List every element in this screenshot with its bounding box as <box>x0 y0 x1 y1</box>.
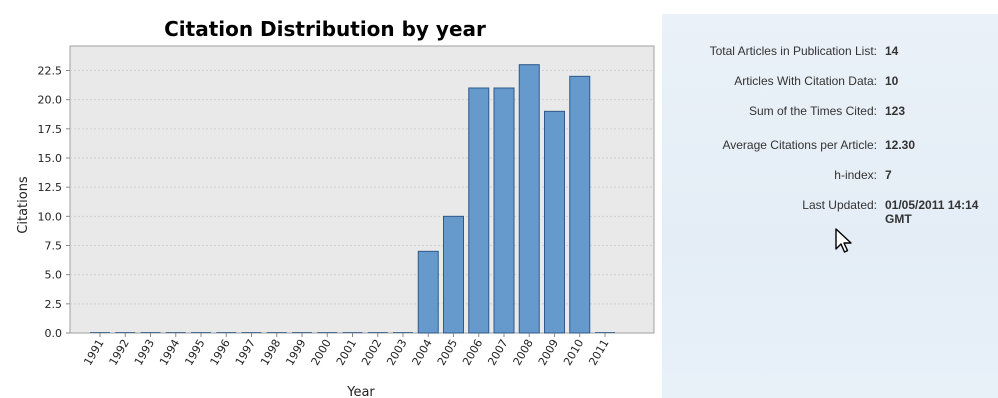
x-tick-label: 1997 <box>233 337 258 368</box>
stat-value: 01/05/2011 14:14 GMT <box>885 198 995 226</box>
stat-row-articles-with-citations: Articles With Citation Data: 10 <box>662 74 998 92</box>
x-tick-label: 2011 <box>586 337 611 368</box>
bar-2004 <box>418 251 438 333</box>
x-tick-label: 1991 <box>81 337 106 368</box>
y-tick-label: 7.5 <box>45 240 63 253</box>
mouse-pointer-icon <box>834 227 854 257</box>
x-tick-label: 2009 <box>536 337 561 368</box>
stat-label: h-index: <box>834 168 877 182</box>
y-tick-label: 2.5 <box>45 298 63 311</box>
x-tick-label: 1995 <box>182 337 207 368</box>
bar-2002 <box>368 332 388 333</box>
stat-value: 12.30 <box>885 138 915 152</box>
y-axis-label: Citations <box>16 176 31 234</box>
stat-value: 14 <box>885 44 898 58</box>
stat-row-h-index: h-index: 7 <box>662 168 998 186</box>
y-tick-label: 5.0 <box>45 269 63 282</box>
x-tick-label: 1996 <box>208 337 233 368</box>
y-tick-label: 0.0 <box>45 327 63 340</box>
x-tick-label: 2000 <box>309 337 334 368</box>
stat-label: Articles With Citation Data: <box>734 74 877 88</box>
bar-2011 <box>595 332 615 333</box>
stat-value: 10 <box>885 74 898 88</box>
stat-row-total-articles: Total Articles in Publication List: 14 <box>662 44 998 62</box>
stat-value: 7 <box>885 168 892 182</box>
stat-label: Average Citations per Article: <box>722 138 877 152</box>
bar-1993 <box>141 332 161 333</box>
stat-row-last-updated: Last Updated: 01/05/2011 14:14 GMT <box>662 198 998 232</box>
bar-2010 <box>570 76 590 333</box>
stat-label: Sum of the Times Cited: <box>749 104 877 118</box>
bar-2001 <box>343 332 363 333</box>
chart-title: Citation Distribution by year <box>164 17 486 41</box>
x-tick-label: 2002 <box>359 337 384 368</box>
y-tick-label: 20.0 <box>38 94 63 107</box>
x-axis-label: Year <box>346 385 375 398</box>
bar-1992 <box>115 332 135 333</box>
x-tick-label: 2003 <box>384 337 409 368</box>
x-tick-label: 2007 <box>485 337 510 368</box>
bar-1991 <box>90 332 110 333</box>
x-tick-label: 1994 <box>157 337 182 368</box>
x-tick-label: 1993 <box>132 337 157 368</box>
y-tick-label: 10.0 <box>38 210 63 223</box>
plot-area <box>70 46 654 333</box>
x-tick-label: 2006 <box>460 337 485 368</box>
bar-1996 <box>216 332 236 333</box>
bar-2000 <box>317 332 337 333</box>
x-tick-label: 2004 <box>410 337 435 368</box>
x-tick-label: 2010 <box>561 337 586 368</box>
bar-2005 <box>444 216 464 333</box>
y-tick-label: 12.5 <box>38 181 63 194</box>
stat-row-average-citations: Average Citations per Article: 12.30 <box>662 138 998 156</box>
y-tick-label: 15.0 <box>38 152 63 165</box>
stat-value: 123 <box>885 104 905 118</box>
stat-label: Last Updated: <box>802 198 877 212</box>
bar-1999 <box>292 332 312 333</box>
x-tick-label: 1999 <box>283 337 308 368</box>
citation-chart: Citation Distribution by year 0.0 2.5 5.0 7… <box>0 0 660 398</box>
x-tick-label: 2005 <box>435 337 460 368</box>
bar-2007 <box>494 88 514 333</box>
bar-1998 <box>267 332 287 333</box>
x-tick-label: 2001 <box>334 337 359 368</box>
y-tick-label: 22.5 <box>38 65 63 78</box>
y-tick-label: 17.5 <box>38 123 63 136</box>
x-tick-label: 1992 <box>107 337 132 368</box>
x-tick-label: 1998 <box>258 337 283 368</box>
bar-2006 <box>469 88 489 333</box>
bar-2009 <box>545 111 565 333</box>
bar-1997 <box>242 332 262 333</box>
citation-stats-panel: Total Articles in Publication List: 14 A… <box>662 14 998 398</box>
stat-row-sum-times-cited: Sum of the Times Cited: 123 <box>662 104 998 122</box>
bar-1994 <box>166 332 186 333</box>
bar-1995 <box>191 332 211 333</box>
x-tick-label: 2008 <box>511 337 536 368</box>
bar-2003 <box>393 332 413 333</box>
bar-2008 <box>519 65 539 333</box>
stat-label: Total Articles in Publication List: <box>710 44 877 58</box>
